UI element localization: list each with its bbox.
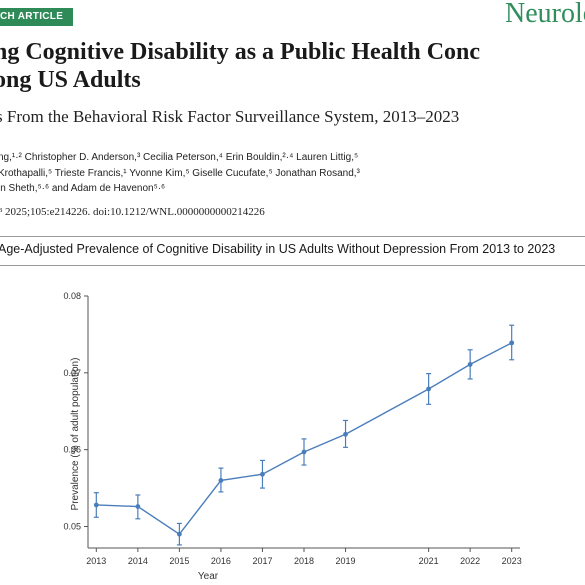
data-point-marker [301, 449, 307, 455]
data-point-marker [176, 531, 182, 537]
journal-name: Neurolo [505, 0, 585, 29]
y-tick-label: 0.06 [63, 445, 81, 455]
author-line-3: in Sheth,⁵·⁶ and Adam de Havenon⁵·⁶ [0, 183, 166, 194]
data-point-2018 [301, 438, 307, 466]
data-point-2016 [218, 467, 224, 493]
x-tick-label: 2015 [169, 556, 189, 566]
data-point-2021 [426, 372, 432, 405]
author-list: ng,¹·² Christopher D. Anderson,³ Cecilia… [0, 150, 360, 197]
data-point-marker [260, 471, 265, 477]
article-title-line-2: ong US Adults [0, 67, 141, 93]
x-tick-label: 2021 [419, 556, 439, 566]
x-tick-label: 2019 [336, 556, 356, 566]
data-point-2013 [93, 492, 99, 518]
y-tick-label: 0.07 [63, 368, 81, 378]
data-point-2017 [259, 459, 265, 489]
data-point-2023 [509, 324, 515, 361]
data-point-2022 [467, 349, 473, 380]
x-axis-label: Year [198, 571, 219, 582]
author-line-2: Krothapalli,⁵ Trieste Francis,¹ Yvonne K… [0, 167, 360, 179]
data-point-2014 [135, 494, 141, 520]
data-point-marker [135, 504, 141, 509]
article-title-line-1: ng Cognitive Disability as a Public Heal… [0, 39, 481, 65]
x-tick-label: 2023 [502, 556, 522, 566]
x-tick-label: 2017 [252, 556, 272, 566]
data-point-2019 [343, 419, 349, 448]
data-point-marker [467, 361, 473, 367]
series-line [96, 342, 513, 536]
y-axis-label: Prevalence (% of adult population) [70, 358, 81, 511]
x-tick-label: 2013 [86, 556, 106, 566]
data-point-marker [509, 340, 515, 346]
data-point-marker [218, 477, 224, 483]
figure-caption: Age-Adjusted Prevalence of Cognitive Dis… [0, 242, 556, 256]
data-point-marker [343, 431, 348, 437]
caption-bottom-rule [0, 265, 585, 266]
data-point-marker [93, 502, 99, 508]
x-tick-label: 2022 [460, 556, 480, 566]
citation: ᴮ 2025;105:e214226. doi:10.1212/WNL.0000… [0, 206, 265, 218]
x-tick-label: 2016 [211, 556, 231, 566]
data-point-marker [426, 386, 432, 392]
article-subtitle: s From the Behavioral Risk Factor Survei… [0, 107, 460, 126]
data-point-2015 [176, 522, 182, 546]
author-line-1: ng,¹·² Christopher D. Anderson,³ Cecilia… [0, 152, 359, 163]
y-tick-label: 0.08 [63, 291, 81, 301]
article-title: ng Cognitive Disability as a Public Heal… [0, 38, 480, 94]
article-type-badge: CH ARTICLE [0, 8, 74, 26]
x-tick-label: 2018 [294, 556, 314, 566]
x-tick-label: 2014 [128, 556, 148, 566]
y-tick-label: 0.05 [63, 521, 81, 531]
caption-top-rule [0, 236, 585, 237]
